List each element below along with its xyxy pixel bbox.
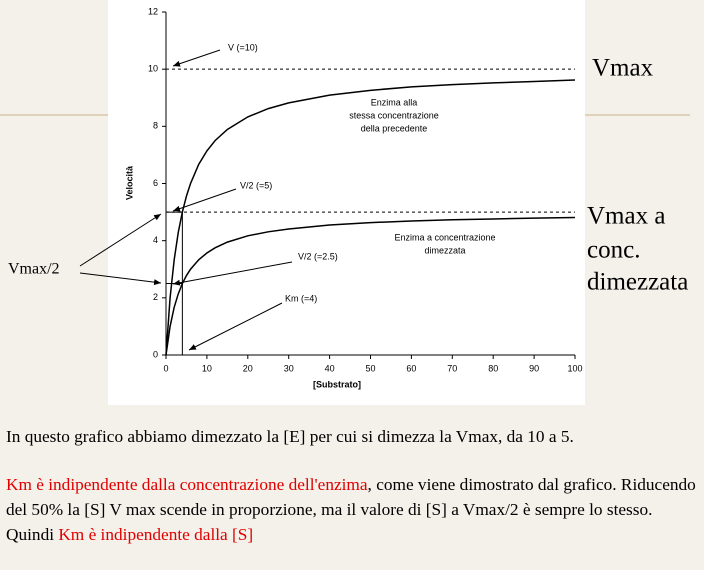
- y-axis-label: Velocità: [124, 165, 134, 200]
- text-highlight: Km è indipendente dalla concentrazione d…: [6, 475, 368, 494]
- annotation: Enzima alla: [371, 97, 418, 107]
- arrow: [172, 49, 221, 67]
- x-tick-label: 60: [406, 363, 416, 373]
- text-block: In questo grafico abbiamo dimezzato la […: [6, 424, 698, 570]
- side-label: Vmax/2: [8, 261, 60, 278]
- x-tick-label: 70: [447, 363, 457, 373]
- x-tick-label: 80: [488, 363, 498, 373]
- y-tick-label: 2: [153, 292, 158, 302]
- arrow: [79, 272, 162, 286]
- y-tick-label: 10: [148, 64, 158, 74]
- annotation: V (=10): [228, 42, 258, 52]
- annotation: Enzima a concentrazione: [394, 232, 495, 242]
- paragraph: Km è indipendente dalla concentrazione d…: [6, 472, 698, 547]
- x-tick-label: 100: [567, 363, 582, 373]
- annotation: stessa concentrazione: [349, 110, 439, 120]
- plot: 0 2 4 6 8 10 12 0 10 20 30 40 50 60 70 80 90 100: [148, 6, 583, 373]
- side-label: Vmax a: [587, 203, 665, 230]
- x-tick-label: 20: [243, 363, 253, 373]
- x-tick-label: 50: [365, 363, 375, 373]
- chart-panel: [108, 0, 585, 405]
- x-tick-label: 0: [163, 363, 168, 373]
- series-line: [165, 216, 576, 356]
- arrow: [79, 213, 162, 267]
- x-tick-label: 40: [325, 363, 335, 373]
- arrow: [172, 261, 293, 286]
- side-label: dimezzata: [587, 269, 688, 296]
- side-label: conc.: [587, 237, 640, 264]
- arrow: [188, 302, 283, 351]
- text: , come viene dimostrato dal grafico. Rid…: [6, 475, 696, 544]
- y-tick-label: 4: [153, 235, 158, 245]
- series-line: [165, 79, 576, 356]
- x-axis-label: [Substrato]: [313, 379, 361, 389]
- annotation: Km (=4): [285, 293, 317, 303]
- x-tick-label: 30: [284, 363, 294, 373]
- x-tick-label: 90: [529, 363, 539, 373]
- side-label: Vmax: [592, 55, 654, 82]
- arrow: [172, 188, 237, 212]
- text-highlight: Km è indipendente dalla [S]: [58, 525, 254, 544]
- x-tick-label: 10: [202, 363, 212, 373]
- paragraph: In questo grafico abbiamo dimezzato la […: [6, 427, 574, 446]
- annotation: V/2 (=2.5): [298, 251, 338, 261]
- annotation: della precedente: [361, 123, 428, 133]
- y-tick-label: 12: [148, 6, 158, 16]
- slide: {"chart_data": {"type": "line", "x": [0,…: [0, 0, 696, 544]
- y-tick-label: 6: [153, 178, 158, 188]
- annotation: dimezzata: [424, 245, 465, 255]
- annotation: V/2 (=5): [240, 180, 272, 190]
- y-tick-label: 0: [153, 349, 158, 359]
- y-tick-label: 8: [153, 121, 158, 131]
